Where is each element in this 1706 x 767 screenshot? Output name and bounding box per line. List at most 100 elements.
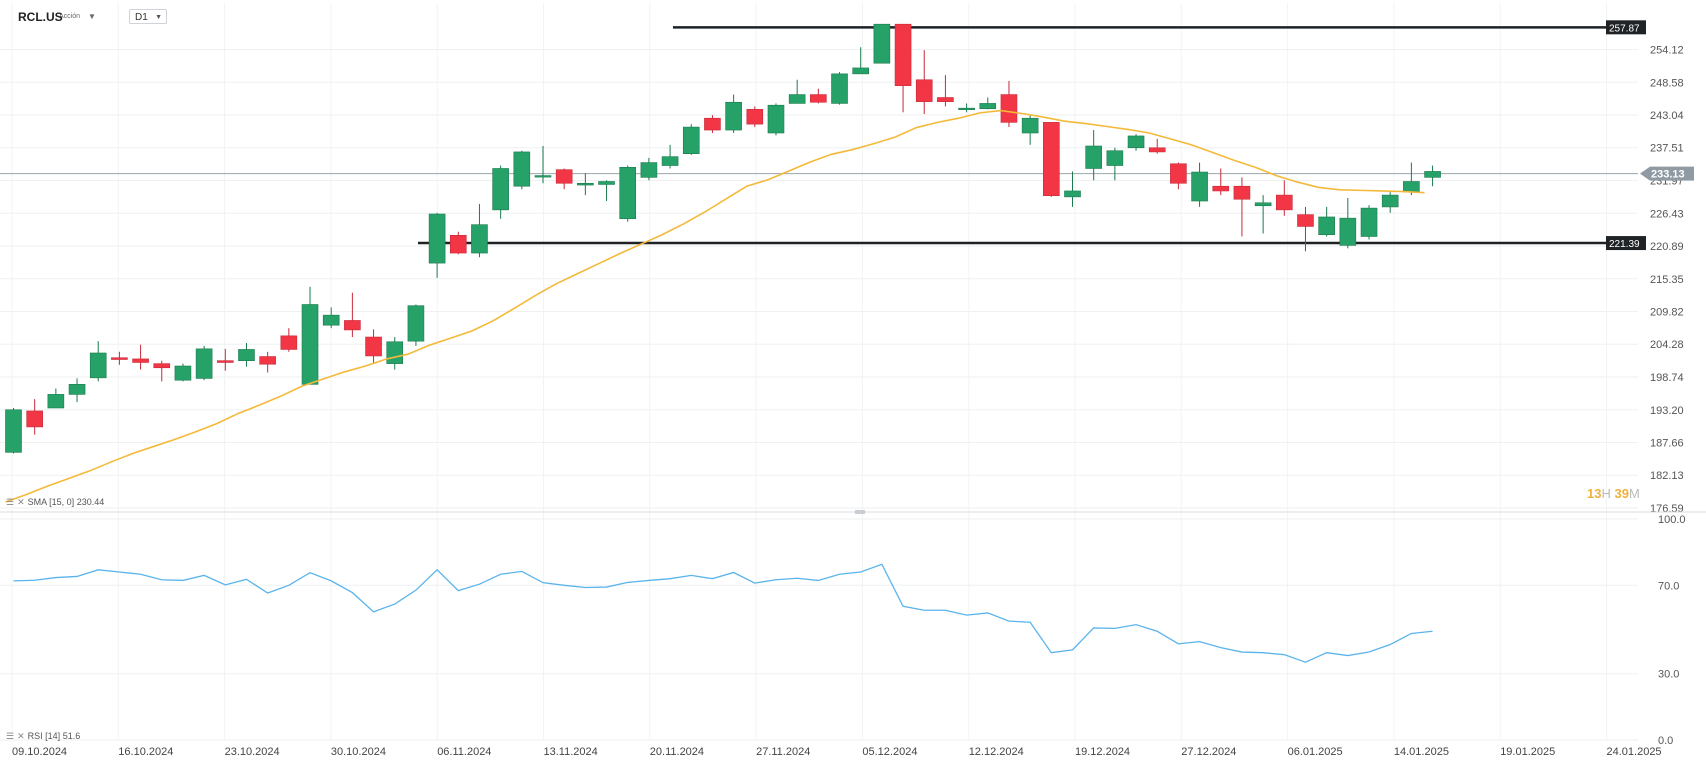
- candle-down: [449, 235, 467, 254]
- time-axis-tick-label: 27.12.2024: [1181, 746, 1236, 758]
- candle-up: [1254, 202, 1272, 207]
- price-axis-tick-label: 254.12: [1650, 44, 1684, 56]
- candle-down: [132, 358, 149, 363]
- candle-up: [407, 305, 425, 342]
- rsi-value: 51.6: [62, 731, 81, 741]
- symbol-selector[interactable]: RCL.US: [18, 10, 63, 24]
- indicator-settings-icon[interactable]: ☰: [6, 731, 15, 741]
- current-price-label: 233.13: [1651, 169, 1685, 181]
- candle-down: [1170, 163, 1187, 184]
- candle-up: [767, 104, 785, 134]
- time-axis-tick-label: 06.01.2025: [1288, 746, 1343, 758]
- candle-up: [1339, 217, 1357, 246]
- candle-up: [1064, 190, 1081, 198]
- price-axis-tick-label: 193.20: [1650, 405, 1684, 417]
- candle-up: [513, 151, 531, 187]
- candle-up: [873, 23, 891, 64]
- chevron-down-icon[interactable]: ▼: [88, 12, 96, 21]
- rsi-axis-tick-label: 100.0: [1658, 514, 1686, 526]
- price-axis-tick-label: 215.35: [1650, 274, 1684, 286]
- price-axis-tick-label: 220.89: [1650, 241, 1684, 253]
- candle-up: [386, 341, 404, 364]
- candle-up: [1021, 117, 1039, 134]
- remove-indicator-icon[interactable]: ✕: [17, 497, 25, 507]
- time-axis-tick-label: 19.12.2024: [1075, 746, 1130, 758]
- candle-up: [852, 67, 870, 75]
- candle-up: [1085, 145, 1102, 169]
- price-axis-tick-label: 182.13: [1650, 470, 1684, 482]
- candle-up: [598, 181, 615, 185]
- candle-up: [471, 224, 488, 254]
- candle-down: [555, 169, 573, 184]
- candle-down: [1000, 94, 1018, 123]
- candle-down: [217, 360, 234, 363]
- sma-label: SMA: [27, 497, 47, 507]
- time-axis-tick-label: 16.10.2024: [118, 746, 173, 758]
- sma-params: [15, 0]: [49, 497, 75, 507]
- current-price-tag: [1640, 166, 1694, 181]
- candle-down: [153, 363, 171, 369]
- candle-up: [68, 384, 86, 395]
- candle-down: [1212, 185, 1230, 192]
- time-axis-tick-label: 05.12.2024: [862, 746, 917, 758]
- rsi-legend[interactable]: ☰ ✕ RSI [14] 51.6: [6, 731, 80, 742]
- price-axis-tick-label: 187.66: [1650, 438, 1684, 450]
- chevron-down-icon: ▼: [155, 14, 162, 21]
- price-axis-tick-label: 248.58: [1650, 77, 1684, 89]
- timer-minutes: 39: [1614, 486, 1629, 501]
- price-axis-tick-label: 198.74: [1650, 372, 1684, 384]
- candle-up: [1318, 216, 1335, 236]
- candle-up: [428, 213, 446, 264]
- price-axis-tick-label: 243.04: [1650, 110, 1684, 122]
- indicator-settings-icon[interactable]: ☰: [6, 497, 15, 507]
- candle-down: [810, 94, 827, 103]
- candle-up: [195, 348, 213, 379]
- candle-down: [937, 97, 954, 102]
- sma-legend[interactable]: ☰ ✕ SMA [15, 0] 230.44: [6, 497, 104, 508]
- time-axis-tick-label: 30.10.2024: [331, 746, 386, 758]
- candle-up: [1424, 171, 1441, 178]
- candle-up: [301, 304, 319, 385]
- candle-up: [831, 73, 848, 104]
- timeframe-select[interactable]: D1 ▼: [129, 9, 167, 24]
- candle-down: [259, 356, 276, 365]
- time-axis-tick-label: 23.10.2024: [225, 746, 280, 758]
- candle-up: [788, 94, 806, 104]
- candle-up: [979, 103, 997, 110]
- rsi-line: [13, 563, 1433, 663]
- candle-up: [577, 182, 594, 186]
- candle-up: [492, 168, 509, 211]
- candle-down: [915, 79, 933, 102]
- candle-up: [5, 409, 22, 453]
- candle-up: [1106, 150, 1124, 166]
- time-axis-tick-label: 06.11.2024: [437, 746, 491, 758]
- price-axis-tick-label: 237.51: [1650, 143, 1684, 155]
- candle-up: [640, 162, 658, 178]
- time-axis-tick-label: 09.10.2024: [12, 746, 67, 758]
- timer-hours: 13: [1587, 486, 1602, 501]
- candle-up: [682, 126, 700, 154]
- candle-down: [344, 320, 361, 331]
- price-axis-tick-label: 226.43: [1650, 208, 1684, 220]
- timer-hours-unit: H: [1601, 486, 1611, 501]
- candle-up: [725, 101, 742, 131]
- level-price-label: 221.39: [1609, 239, 1640, 250]
- rsi-label: RSI: [27, 731, 43, 741]
- rsi-params: [14]: [45, 731, 61, 741]
- sma-line: [5, 109, 1425, 503]
- timer-minutes-unit: M: [1628, 486, 1640, 501]
- time-axis-tick-label: 14.01.2025: [1394, 746, 1449, 758]
- candle-down: [1297, 214, 1314, 227]
- remove-indicator-icon[interactable]: ✕: [17, 731, 25, 741]
- time-axis-tick-label: 24.01.2025: [1607, 746, 1662, 758]
- candle-down: [365, 336, 382, 357]
- candle-up: [661, 156, 679, 166]
- candle-up: [958, 107, 975, 110]
- candle-up: [1360, 207, 1378, 237]
- chart-toolbar: RCL.US Acción ▼ D1 ▼: [0, 0, 1706, 32]
- time-axis-tick-label: 13.11.2024: [544, 746, 598, 758]
- instrument-type: Acción: [59, 13, 81, 20]
- level-price-tag: [1606, 236, 1646, 251]
- candle-up: [322, 314, 340, 326]
